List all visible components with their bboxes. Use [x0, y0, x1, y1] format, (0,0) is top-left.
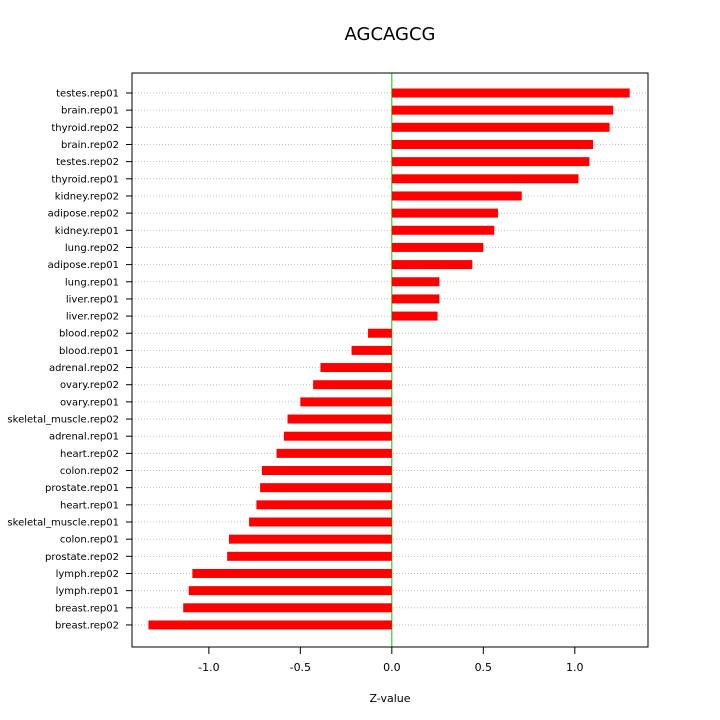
category-label: heart.rep02: [60, 449, 119, 460]
bar-adipose.rep02: [391, 208, 498, 218]
category-label: adipose.rep02: [48, 209, 119, 220]
bar-lymph.rep01: [188, 586, 392, 596]
x-tick-label: 0.0: [383, 661, 401, 674]
bar-ovary.rep02: [313, 380, 392, 390]
bar-brain.rep02: [391, 139, 594, 149]
bar-ovary.rep01: [300, 397, 392, 407]
bar-prostate.rep02: [227, 551, 392, 561]
category-label: kidney.rep02: [55, 191, 119, 202]
category-label: colon.rep01: [60, 535, 119, 546]
bar-testes.rep02: [391, 157, 590, 167]
bar-blood.rep02: [368, 328, 392, 338]
category-label: thyroid.rep02: [51, 123, 119, 134]
bar-testes.rep01: [391, 88, 630, 98]
x-tick-label: -1.0: [198, 661, 219, 674]
category-label: adrenal.rep01: [49, 432, 119, 443]
category-label: brain.rep01: [61, 106, 119, 117]
category-label: testes.rep01: [56, 89, 119, 100]
category-label: adrenal.rep02: [49, 363, 119, 374]
grid-layer: [132, 92, 648, 626]
category-label: testes.rep02: [56, 157, 119, 168]
bar-liver.rep02: [391, 311, 438, 321]
x-tick-label: -0.5: [290, 661, 311, 674]
bar-kidney.rep02: [391, 191, 522, 201]
bar-thyroid.rep01: [391, 174, 579, 184]
category-label: colon.rep02: [60, 466, 119, 477]
bar-lymph.rep02: [192, 568, 392, 578]
bar-lung.rep02: [391, 242, 484, 252]
bar-heart.rep01: [256, 500, 392, 510]
category-label: breast.rep02: [55, 620, 119, 631]
category-label: prostate.rep01: [45, 483, 119, 494]
category-label: lymph.rep01: [56, 586, 119, 597]
bar-colon.rep01: [228, 534, 392, 544]
bar-adrenal.rep01: [283, 431, 392, 441]
bar-blood.rep01: [351, 345, 392, 355]
category-label: liver.rep01: [66, 294, 119, 305]
x-tick-label: 1.0: [566, 661, 584, 674]
x-axis: -1.0 -0.5 0.0 0.5 1.0: [198, 646, 584, 674]
bar-brain.rep01: [391, 105, 614, 115]
bar-skeletal_muscle.rep01: [249, 517, 392, 527]
bar-adipose.rep01: [391, 260, 473, 270]
category-label: kidney.rep01: [55, 226, 119, 237]
category-label: ovary.rep01: [60, 397, 119, 408]
bar-skeletal_muscle.rep02: [287, 414, 392, 424]
category-label: liver.rep02: [66, 312, 119, 323]
bar-adrenal.rep02: [320, 363, 392, 373]
category-label: blood.rep01: [59, 346, 119, 357]
category-label: skeletal_muscle.rep02: [7, 415, 119, 426]
x-tick-label: 0.5: [475, 661, 493, 674]
category-label: heart.rep01: [60, 500, 119, 511]
bar-kidney.rep01: [391, 225, 495, 235]
category-label: lymph.rep02: [56, 569, 119, 580]
category-label: brain.rep02: [61, 140, 119, 151]
category-label: adipose.rep01: [48, 260, 119, 271]
chart-title: AGCAGCG: [345, 24, 436, 45]
category-label: lung.rep01: [65, 277, 119, 288]
bar-breast.rep01: [183, 603, 392, 613]
bar-colon.rep02: [261, 466, 392, 476]
bar-heart.rep02: [276, 448, 392, 458]
category-label: ovary.rep02: [60, 380, 119, 391]
bar-layer: [148, 88, 630, 630]
category-label: lung.rep02: [65, 243, 119, 254]
bar-breast.rep02: [148, 620, 392, 630]
category-label: thyroid.rep01: [51, 174, 119, 185]
category-labels: testes.rep01 brain.rep01 thyroid.rep02 brai…: [7, 89, 132, 631]
x-axis-label: Z-value: [369, 692, 410, 705]
bar-lung.rep01: [391, 277, 440, 287]
bar-thyroid.rep02: [391, 122, 610, 132]
bar-prostate.rep01: [260, 483, 392, 493]
category-label: breast.rep01: [55, 603, 119, 614]
category-label: prostate.rep02: [45, 552, 119, 563]
category-label: blood.rep02: [59, 329, 119, 340]
bar-liver.rep01: [391, 294, 440, 304]
category-label: skeletal_muscle.rep01: [7, 518, 119, 529]
